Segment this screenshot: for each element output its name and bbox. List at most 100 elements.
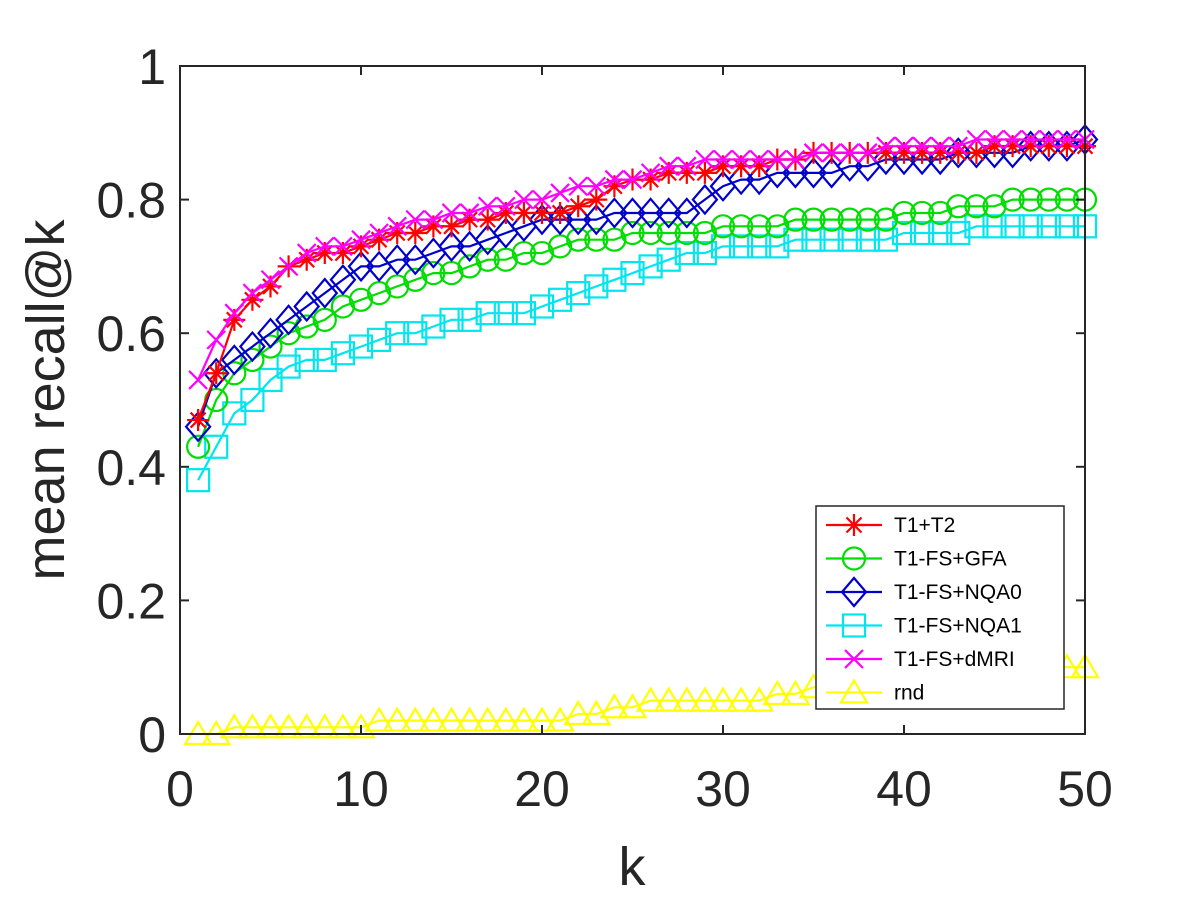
data-point-t1-fs-dmri (984, 129, 1005, 150)
data-point-t1-fs-dmri (568, 176, 588, 197)
data-point-t1-fs-nqa1 (783, 227, 808, 252)
x-tick-label: 30 (695, 761, 751, 817)
data-point-rnd (327, 713, 358, 739)
data-point-t1-fs-nqa0 (564, 203, 592, 236)
data-point-t1-t2 (1037, 135, 1060, 158)
y-tick-label: 0.6 (96, 306, 166, 362)
data-point-t1-fs-dmri (894, 136, 914, 156)
data-point-t1-fs-nqa1 (909, 220, 935, 246)
data-point-t1-fs-gfa (258, 334, 283, 359)
data-point-t1-t2 (893, 141, 915, 164)
data-point-t1-fs-gfa (837, 207, 862, 232)
data-point-rnd (400, 706, 431, 732)
data-point-t1-fs-nqa0 (238, 330, 266, 363)
data-point-t1-fs-dmri (966, 129, 987, 150)
data-point-t1-fs-nqa1 (258, 367, 283, 393)
data-point-t1-fs-gfa (728, 214, 754, 239)
data-point-t1-fs-gfa (421, 260, 446, 286)
data-point-t1-fs-nqa1 (529, 294, 555, 319)
data-point-t1-fs-nqa1 (547, 287, 573, 312)
data-point-rnd (219, 713, 250, 739)
data-point-t1-fs-dmri (604, 169, 625, 190)
data-point-t1-fs-dmri (586, 176, 607, 197)
data-point-t1-fs-nqa0 (691, 183, 719, 216)
data-point-t1-fs-gfa (710, 214, 736, 239)
data-point-t1-fs-dmri (496, 196, 516, 217)
data-point-t1-fs-nqa1 (837, 227, 862, 252)
data-point-t1-fs-gfa (240, 347, 265, 373)
data-point-t1-t2 (639, 168, 662, 191)
legend-marker (844, 649, 864, 669)
x-axis-label: k (619, 837, 647, 897)
data-point-rnd (291, 713, 322, 739)
data-point-t1-fs-nqa1 (710, 234, 736, 259)
data-point-t1-fs-gfa (909, 200, 935, 226)
data-point-t1-t2 (458, 208, 481, 231)
y-tick-label: 0.4 (96, 440, 166, 496)
data-point-t1-fs-nqa0 (800, 157, 827, 189)
data-point-t1-fs-dmri (387, 216, 407, 237)
data-point-t1-fs-nqa0 (944, 137, 972, 169)
data-point-t1-fs-dmri (441, 203, 462, 223)
data-point-t1-fs-nqa1 (602, 267, 627, 292)
data-point-t1-fs-nqa1 (312, 347, 337, 373)
data-point-t1-fs-dmri (224, 303, 245, 323)
data-point-t1-fs-nqa1 (873, 227, 899, 252)
data-point-rnd (563, 699, 594, 726)
legend-item-t1-fs-nqa0: T1-FS+NQA0 (826, 576, 1022, 608)
data-point-t1-fs-gfa (891, 200, 917, 226)
data-point-t1-t2 (1055, 135, 1078, 158)
legend-items: T1+T2 T1-FS+GFA T1-FS+NQA0 T1-FS+NQA1 T1-FS+… (826, 514, 1022, 705)
data-point-t1-t2 (223, 308, 246, 331)
x-tick-label: 0 (166, 761, 194, 817)
data-point-t1-fs-nqa1 (222, 401, 247, 426)
data-point-rnd (490, 706, 521, 732)
data-point-t1-fs-gfa (367, 281, 392, 306)
data-point-rnd (635, 686, 666, 712)
data-point-rnd (726, 686, 757, 712)
legend-item-t1-t2: T1+T2 (826, 514, 955, 537)
data-point-t1-t2 (187, 409, 210, 432)
data-point-t1-t2 (965, 141, 988, 164)
data-point-t1-fs-gfa (855, 207, 880, 232)
data-point-t1-fs-dmri (333, 236, 353, 257)
data-point-t1-fs-nqa1 (584, 274, 609, 299)
data-point-t1-fs-nqa1 (1000, 214, 1025, 239)
data-point-t1-fs-nqa0 (600, 197, 628, 229)
data-point-t1-fs-dmri (677, 156, 697, 176)
data-point-t1-fs-nqa0 (546, 203, 574, 236)
data-point-t1-fs-nqa1 (385, 321, 410, 346)
data-point-t1-fs-nqa1 (692, 240, 718, 266)
data-point-t1-t2 (603, 175, 626, 198)
data-point-t1-t2 (730, 155, 753, 178)
data-point-rnd (364, 706, 395, 732)
data-point-t1-fs-gfa (638, 220, 663, 246)
series-t1-t2 (187, 135, 1096, 432)
data-point-t1-t2 (1001, 135, 1024, 158)
data-point-t1-fs-dmri (713, 149, 733, 170)
data-point-t1-fs-nqa1 (1018, 214, 1043, 239)
data-point-t1-fs-gfa (475, 247, 500, 272)
data-point-t1-fs-gfa (529, 240, 555, 266)
y-tick-label: 1 (138, 39, 166, 95)
data-point-t1-fs-nqa0 (619, 197, 646, 229)
data-point-t1-fs-dmri (695, 149, 715, 170)
data-point-t1-t2 (1019, 135, 1042, 158)
data-point-t1-fs-gfa (1000, 187, 1025, 212)
series-line-t1-fs-nqa1 (197, 225, 1085, 481)
data-point-t1-fs-dmri (1057, 129, 1077, 150)
series-layer (183, 123, 1100, 746)
data-point-t1-t2 (331, 242, 354, 265)
legend-label: rnd (894, 682, 924, 705)
data-point-t1-fs-gfa (819, 207, 844, 232)
data-point-t1-fs-dmri (622, 169, 643, 190)
x-tick-label: 40 (876, 761, 932, 817)
legend-label: T1+T2 (894, 514, 955, 537)
data-point-rnd (472, 706, 503, 732)
legend-item-t1-fs-gfa: T1-FS+GFA (826, 546, 1007, 571)
series-line-t1-fs-dmri (197, 138, 1085, 381)
data-point-t1-fs-nqa0 (727, 163, 755, 196)
data-point-t1-fs-gfa (511, 240, 537, 266)
data-point-t1-fs-dmri (749, 149, 769, 170)
legend-label: T1-FS+dMRI (894, 648, 1015, 671)
